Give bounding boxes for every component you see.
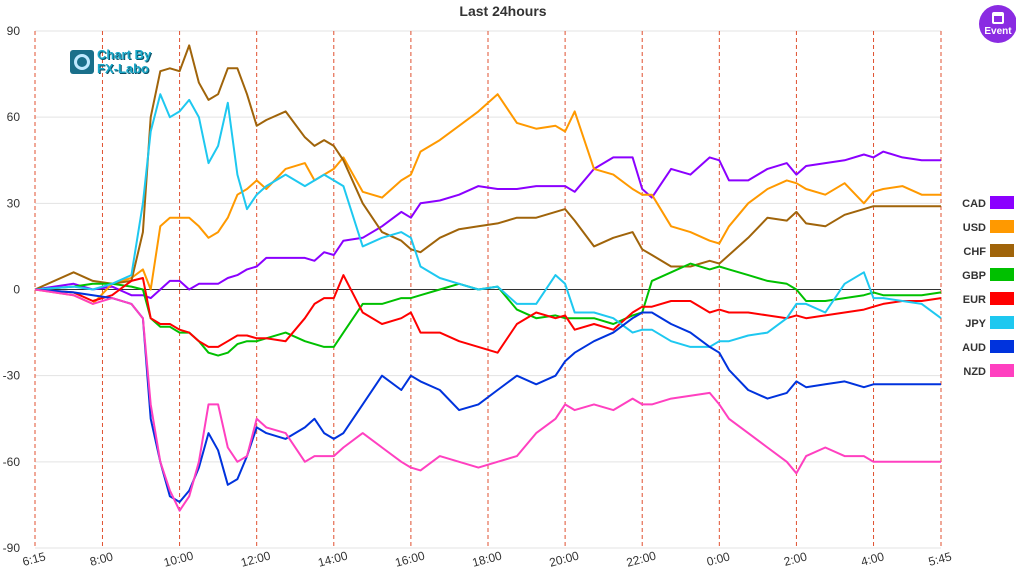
x-tick-label: 4:00 <box>859 549 885 569</box>
series-line-jpy <box>34 93 942 348</box>
legend-label-gbp: GBP <box>962 270 986 282</box>
x-tick-label: 10:00 <box>162 548 195 569</box>
legend-swatch-chf <box>990 244 1014 257</box>
legend-label-nzd: NZD <box>963 366 986 378</box>
legend-swatch-nzd <box>990 364 1014 377</box>
x-tick-label: 12:00 <box>239 548 272 569</box>
y-tick-label: 90 <box>7 24 21 38</box>
legend-label-chf: CHF <box>963 246 986 258</box>
y-axis-ticks: 90 60 30 0 -30 -60 -90 <box>3 24 21 555</box>
calendar-icon <box>992 11 1004 24</box>
chart-logo-icon <box>70 50 94 74</box>
legend-label-aud: AUD <box>962 342 986 354</box>
series-line-cad <box>34 150 941 300</box>
watermark: Chart By FX-Labo <box>70 48 151 76</box>
y-tick-label: -60 <box>3 455 21 469</box>
y-tick-label: 0 <box>13 283 20 297</box>
y-tick-label: 60 <box>7 110 21 124</box>
series-line-eur <box>34 274 942 354</box>
legend: CAD USD CHF GBP EUR JPY AUD NZD <box>962 196 1014 378</box>
legend-swatch-aud <box>990 340 1014 353</box>
watermark-line1: Chart By <box>97 47 152 62</box>
legend-label-eur: EUR <box>963 294 986 306</box>
x-tick-label: 14:00 <box>316 548 349 569</box>
x-tick-label: 8:00 <box>88 549 114 569</box>
legend-label-cad: CAD <box>962 198 986 210</box>
x-tick-label: 0:00 <box>705 549 731 569</box>
x-tick-label: 16:00 <box>394 548 427 569</box>
series-line-aud <box>34 288 941 503</box>
y-tick-label: 30 <box>7 196 21 210</box>
legend-label-jpy: JPY <box>965 318 986 330</box>
x-tick-label: 2:00 <box>782 549 808 569</box>
event-button[interactable]: Event <box>979 5 1016 43</box>
series-line-usd <box>34 93 941 305</box>
y-tick-label: -30 <box>3 369 21 383</box>
legend-label-usd: USD <box>963 222 986 234</box>
event-button-label: Event <box>984 25 1012 37</box>
series-lines <box>34 44 942 512</box>
series-line-nzd <box>34 288 941 512</box>
legend-swatch-eur <box>990 292 1014 305</box>
legend-swatch-usd <box>990 220 1014 233</box>
legend-swatch-gbp <box>990 268 1014 281</box>
watermark-line2: FX-Labo <box>97 61 149 76</box>
y-tick-label: -90 <box>3 541 21 555</box>
series-line-chf <box>34 44 941 291</box>
x-tick-label: 5:45 <box>927 549 953 569</box>
grid <box>34 30 942 549</box>
x-axis-ticks: 6:15 8:00 10:00 12:00 14:00 16:00 18:00 20:00 22… <box>21 548 953 569</box>
legend-swatch-jpy <box>990 316 1014 329</box>
x-tick-label: 20:00 <box>548 548 581 569</box>
x-tick-label: 6:15 <box>21 549 47 569</box>
x-tick-label: 18:00 <box>471 548 504 569</box>
chart-title: Last 24hours <box>459 3 546 19</box>
legend-swatch-cad <box>990 196 1014 209</box>
x-tick-label: 22:00 <box>625 548 658 569</box>
